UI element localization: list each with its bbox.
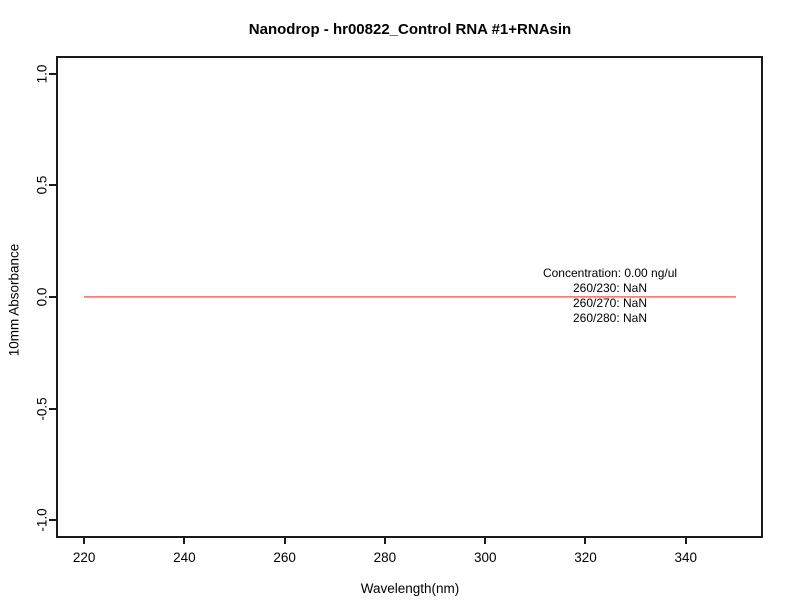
x-tick-label: 300 bbox=[473, 550, 497, 565]
y-tick-mark bbox=[49, 296, 56, 298]
annotation-line-260-280: 260/280: NaN bbox=[572, 311, 648, 325]
x-tick-mark bbox=[83, 538, 86, 544]
y-tick-mark bbox=[49, 519, 56, 522]
annotation-line-260-230: 260/230: NaN bbox=[572, 281, 648, 295]
x-tick-mark bbox=[484, 538, 487, 544]
x-tick-label: 260 bbox=[273, 550, 296, 565]
annotation-block: Concentration: 0.00 ng/ul 260/230: NaN 2… bbox=[543, 266, 677, 326]
x-tick-mark bbox=[383, 538, 386, 544]
x-tick-label: 220 bbox=[72, 550, 96, 565]
x-axis-label: Wavelength(nm) bbox=[360, 581, 460, 596]
annotation-line-260-270: 260/270: NaN bbox=[572, 296, 648, 310]
x-tick-mark bbox=[684, 538, 687, 544]
annotation-line-concentration: Concentration: 0.00 ng/ul bbox=[542, 266, 678, 280]
y-tick-mark bbox=[49, 184, 56, 187]
chart-title: Nanodrop - hr00822_Control RNA #1+RNAsin bbox=[248, 21, 572, 38]
x-tick-label: 320 bbox=[574, 550, 597, 565]
absorbance-line bbox=[84, 296, 736, 298]
y-tick-mark bbox=[49, 72, 56, 75]
y-tick-label: 0.0 bbox=[34, 287, 50, 307]
y-tick-label: -0.5 bbox=[34, 396, 50, 421]
y-tick-label: 1.0 bbox=[34, 64, 50, 84]
x-tick-label: 340 bbox=[674, 550, 698, 565]
x-tick-label: 240 bbox=[173, 550, 196, 565]
plot-area bbox=[56, 56, 763, 538]
y-tick-label: -1.0 bbox=[34, 508, 50, 532]
y-tick-mark bbox=[49, 407, 56, 410]
y-axis-label: 10mm Absorbance bbox=[6, 243, 22, 357]
x-tick-mark bbox=[584, 538, 587, 544]
x-tick-label: 280 bbox=[373, 550, 397, 565]
x-tick-mark bbox=[283, 538, 286, 544]
y-tick-label: 0.5 bbox=[34, 176, 50, 195]
x-tick-mark bbox=[183, 538, 186, 544]
